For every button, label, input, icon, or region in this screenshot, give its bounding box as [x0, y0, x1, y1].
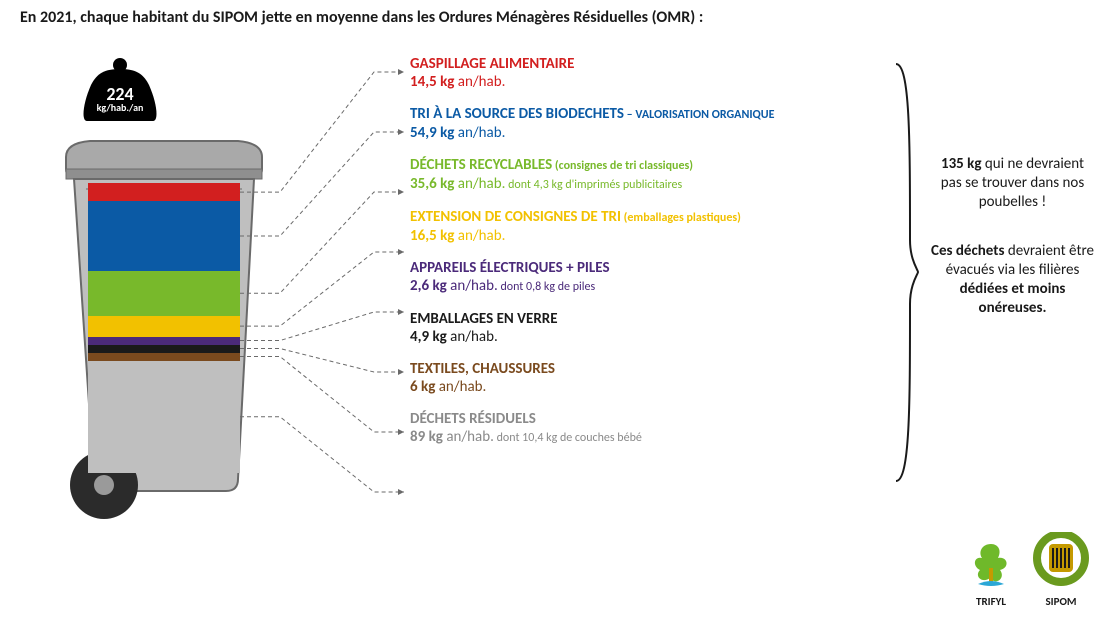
curly-brace-icon [890, 60, 920, 485]
trifyl-logo: TRIFYL [968, 538, 1014, 608]
stripe-electriques [88, 337, 240, 345]
stripe-residuels [88, 361, 240, 473]
category-extra: dont 4,3 kg d'imprimés publicitaires [505, 178, 682, 192]
category-value: 16,5 kg [410, 227, 454, 245]
category-title: TEXTILES, CHAUSSURES [410, 360, 890, 378]
category-unit: an/hab. [454, 73, 505, 91]
summary-text: 135 kg qui ne devraient pas se trouver d… [930, 155, 1095, 318]
category-title-main: DÉCHETS RÉSIDUELS [410, 410, 536, 428]
category-textiles: TEXTILES, CHAUSSURES6 kg an/hab. [410, 360, 890, 396]
category-unit: an/hab. [454, 124, 505, 142]
category-verre: EMBALLAGES EN VERRE4,9 kg an/hab. [410, 310, 890, 346]
category-electriques: APPAREILS ÉLECTRIQUES + PILES2,6 kg an/h… [410, 259, 890, 296]
weight-unit: kg/hab./an [75, 103, 165, 113]
sipom-caption: SIPOM [1032, 595, 1090, 608]
category-subtitle: (emballages plastiques) [621, 211, 741, 225]
category-subtitle: – VALORISATION ORGANIQUE [624, 108, 775, 122]
category-title: EMBALLAGES EN VERRE [410, 310, 890, 328]
category-residuels: DÉCHETS RÉSIDUELS89 kg an/hab. dont 10,4… [410, 410, 890, 447]
category-value: 4,9 kg [410, 328, 447, 346]
category-value: 89 kg [410, 428, 443, 446]
category-title-main: TRI À LA SOURCE DES BIODECHETS [410, 105, 624, 123]
bin-area: 224 kg/hab./an [40, 55, 290, 535]
category-value: 6 kg [410, 378, 435, 396]
stripe-textiles [88, 353, 240, 361]
category-title: GASPILLAGE ALIMENTAIRE [410, 55, 890, 73]
category-unit: an/hab. [447, 328, 498, 346]
category-unit: an/hab. [435, 378, 486, 396]
category-value-line: 16,5 kg an/hab. [410, 227, 890, 245]
stripe-verre [88, 345, 240, 353]
stripe-recyclables [88, 271, 240, 316]
summary-p1: 135 kg qui ne devraient pas se trouver d… [930, 155, 1095, 212]
bin-stripes [88, 183, 240, 473]
stripe-gaspillage [88, 183, 240, 201]
category-value: 14,5 kg [410, 73, 454, 91]
category-value-line: 14,5 kg an/hab. [410, 73, 890, 91]
category-title-main: GASPILLAGE ALIMENTAIRE [410, 55, 574, 73]
category-title-main: APPAREILS ÉLECTRIQUES + PILES [410, 259, 610, 277]
category-title: APPAREILS ÉLECTRIQUES + PILES [410, 259, 890, 277]
leader-arrow-recyclables [398, 189, 404, 195]
sipom-logo: SIPOM [1032, 532, 1090, 608]
category-value-line: 89 kg an/hab. dont 10,4 kg de couches bé… [410, 428, 890, 447]
leader-arrow-electriques [398, 309, 404, 315]
category-biodechets: TRI À LA SOURCE DES BIODECHETS – VALORIS… [410, 105, 890, 142]
category-extension: EXTENSION DE CONSIGNES DE TRI (emballage… [410, 208, 890, 245]
category-value-line: 4,9 kg an/hab. [410, 328, 890, 346]
leader-arrow-textiles [398, 429, 404, 435]
category-title-main: TEXTILES, CHAUSSURES [410, 360, 555, 378]
category-extra: dont 0,8 kg de piles [498, 280, 595, 294]
category-value-line: 35,6 kg an/hab. dont 4,3 kg d'imprimés p… [410, 175, 890, 194]
summary-bold-135: 135 kg [941, 155, 982, 173]
category-recyclables: DÉCHETS RECYCLABLES (consignes de tri cl… [410, 156, 890, 194]
summary-p2: Ces déchets devraient être évacués via l… [930, 242, 1095, 318]
category-value-line: 54,9 kg an/hab. [410, 124, 890, 142]
logos: TRIFYL SIPOM [968, 532, 1090, 608]
category-unit: an/hab. [454, 175, 505, 193]
category-title-main: DÉCHETS RECYCLABLES [410, 156, 552, 174]
category-list: GASPILLAGE ALIMENTAIRE14,5 kg an/hab.TRI… [410, 55, 890, 461]
category-title: DÉCHETS RECYCLABLES (consignes de tri cl… [410, 156, 890, 175]
page-title: En 2021, chaque habitant du SIPOM jette … [20, 8, 703, 27]
leader-arrow-biodechets [398, 129, 404, 135]
category-subtitle: (consignes de tri classiques) [552, 159, 693, 173]
category-title: DÉCHETS RÉSIDUELS [410, 410, 890, 428]
category-title-main: EMBALLAGES EN VERRE [410, 310, 558, 328]
category-unit: an/hab. [447, 277, 498, 295]
category-value-line: 6 kg an/hab. [410, 378, 890, 396]
leader-arrow-gaspillage [398, 69, 404, 75]
category-title: EXTENSION DE CONSIGNES DE TRI (emballage… [410, 208, 890, 227]
weight-icon: 224 kg/hab./an [75, 55, 165, 121]
category-value: 54,9 kg [410, 124, 454, 142]
stripe-extension [88, 316, 240, 337]
category-title: TRI À LA SOURCE DES BIODECHETS – VALORIS… [410, 105, 890, 124]
category-gaspillage: GASPILLAGE ALIMENTAIRE14,5 kg an/hab. [410, 55, 890, 91]
page: En 2021, chaque habitant du SIPOM jette … [0, 0, 1110, 623]
category-value: 2,6 kg [410, 277, 447, 295]
leader-arrow-extension [398, 249, 404, 255]
category-extra: dont 10,4 kg de couches bébé [494, 431, 642, 445]
summary-bold-dediees: dédiées et moins onéreuses. [960, 280, 1066, 317]
category-unit: an/hab. [454, 227, 505, 245]
category-title-main: EXTENSION DE CONSIGNES DE TRI [410, 208, 621, 226]
category-unit: an/hab. [443, 428, 494, 446]
trifyl-caption: TRIFYL [968, 595, 1014, 608]
weight-label: 224 kg/hab./an [75, 85, 165, 113]
category-value: 35,6 kg [410, 175, 454, 193]
trash-bin-icon [50, 123, 270, 523]
leader-arrow-residuels [398, 489, 404, 495]
leader-arrow-verre [398, 369, 404, 375]
summary-bold-ces: Ces déchets [931, 242, 1004, 260]
category-value-line: 2,6 kg an/hab. dont 0,8 kg de piles [410, 277, 890, 296]
stripe-biodechets [88, 201, 240, 270]
